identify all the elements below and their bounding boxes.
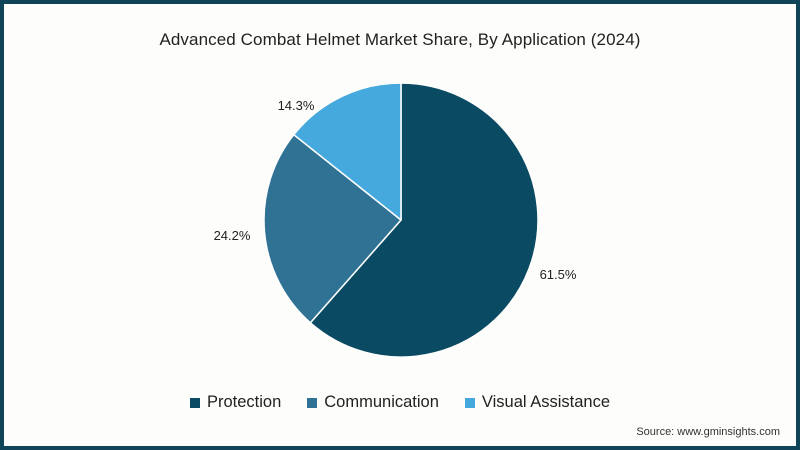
slice-label-visual-assistance: 14.3% (278, 98, 315, 113)
source-note: Source: www.gminsights.com (636, 426, 780, 438)
slice-label-communication: 24.2% (214, 228, 251, 243)
pie-slice-protection[interactable] (309, 82, 539, 358)
legend-item-visual-assistance[interactable]: Visual Assistance (464, 393, 611, 412)
legend-swatch-protection (189, 397, 200, 408)
chart-title: Advanced Combat Helmet Market Share, By … (159, 30, 641, 49)
legend-item-communication[interactable]: Communication (307, 393, 439, 412)
chart-legend: Protection Communication Visual Assistan… (0, 393, 800, 412)
legend-label: Communication (324, 393, 439, 411)
legend-swatch-communication (307, 397, 318, 408)
pie-slice-communication[interactable] (263, 133, 402, 324)
slice-label-protection: 61.5% (540, 267, 577, 282)
legend-swatch-visual-assistance (464, 397, 475, 408)
legend-item-protection[interactable]: Protection (189, 393, 282, 412)
pie-slices (263, 82, 539, 358)
pie-slice-visual-assistance[interactable] (293, 82, 402, 221)
legend-label: Visual Assistance (481, 393, 611, 411)
legend-label: Protection (206, 393, 282, 411)
